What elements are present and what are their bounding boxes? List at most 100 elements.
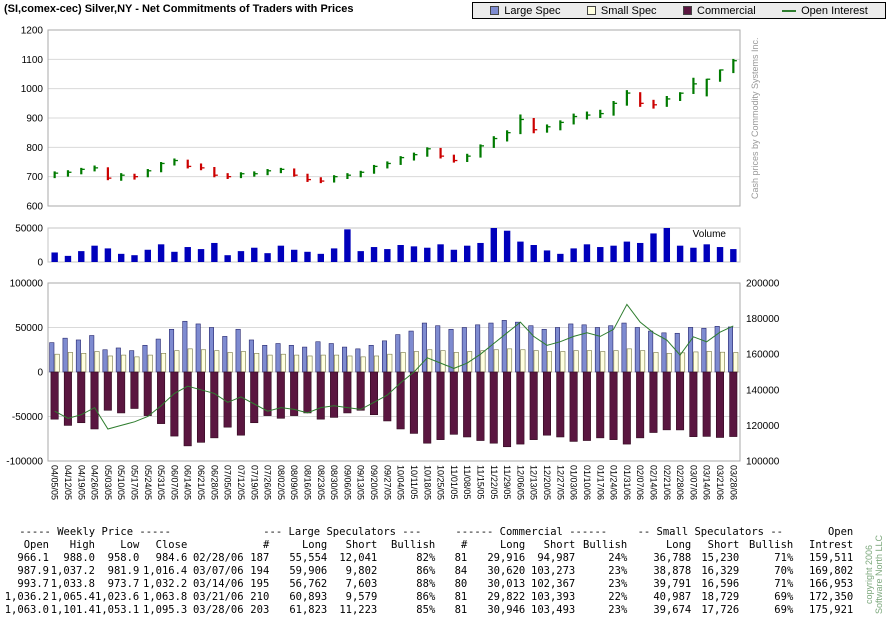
x-axis-date-label: 04/26/05 xyxy=(90,465,100,500)
volume-bar xyxy=(224,255,231,262)
small-spec-bar xyxy=(373,355,379,373)
large-spec-bar xyxy=(328,343,334,373)
x-axis-date-label: 03/21/06 xyxy=(715,465,725,500)
commercial-bar xyxy=(396,371,405,430)
large-spec-bar xyxy=(182,320,188,373)
volume-bar xyxy=(144,249,152,262)
x-axis-date-label: 05/10/05 xyxy=(116,465,126,500)
volume-bar xyxy=(703,244,710,262)
small-spec-bar xyxy=(719,351,725,373)
x-axis-date-label: 06/21/05 xyxy=(196,465,206,500)
small-spec-bar xyxy=(267,354,273,373)
commercial-bar xyxy=(130,371,139,409)
small-spec-bar xyxy=(174,350,180,373)
table-cell: 1,095.3 xyxy=(143,604,188,616)
x-axis-date-label: 09/06/05 xyxy=(342,465,352,500)
volume-bar xyxy=(463,245,471,262)
table-cell: 03/21/06 xyxy=(192,591,244,603)
volume-bar xyxy=(424,247,431,262)
table-cell: 7,603 xyxy=(345,578,378,590)
x-axis-date-label: 08/23/05 xyxy=(316,465,326,500)
cot-left-ytick-label: 50000 xyxy=(15,323,43,334)
small-spec-bar xyxy=(200,349,206,373)
commercial-bar xyxy=(77,371,86,424)
commercial-bar xyxy=(476,371,485,441)
price-ytick-label: 1100 xyxy=(21,55,43,66)
table-cell: 24% xyxy=(608,552,628,564)
volume-bar xyxy=(730,249,737,262)
commercial-bar xyxy=(729,371,738,437)
table-cell: 59,906 xyxy=(289,565,328,577)
table-cell: 70% xyxy=(774,565,794,577)
small-spec-bar xyxy=(294,354,300,373)
large-spec-bar xyxy=(608,325,614,373)
x-axis-date-label: 01/17/06 xyxy=(595,465,605,500)
small-spec-bar xyxy=(387,353,393,373)
table-col-header: Short xyxy=(543,539,576,551)
volume-bar xyxy=(104,248,112,262)
table-row: 993.7 1,033.8 973.7 1,032.2 03/14/06 195 56,76… xyxy=(3,578,853,591)
table-cell: 30,013 xyxy=(487,578,526,590)
commercial-bar xyxy=(63,371,72,426)
commercial-bar xyxy=(117,371,126,414)
small-spec-bar xyxy=(280,353,286,373)
volume-bar xyxy=(570,248,577,262)
table-cell: 993.7 xyxy=(17,578,49,590)
large-spec-bar xyxy=(501,320,507,373)
table-group-header: ------ Commercial ------ xyxy=(455,526,608,538)
large-spec-bar xyxy=(381,340,387,373)
table-cell: 86% xyxy=(416,591,436,603)
volume-bar xyxy=(171,251,178,262)
commercial-bar xyxy=(436,371,445,440)
large-spec-bar xyxy=(368,344,374,373)
table-cell: 1,023.6 xyxy=(95,591,140,603)
small-spec-bar xyxy=(147,354,153,373)
volume-bar xyxy=(410,246,418,262)
x-axis-date-label: 02/14/06 xyxy=(649,465,659,500)
large-spec-bar xyxy=(727,326,733,373)
x-axis-date-label: 03/14/06 xyxy=(702,465,712,500)
table-cell: 36,788 xyxy=(653,552,692,564)
table-cell: 187 xyxy=(250,552,270,564)
large-spec-bar xyxy=(129,350,135,373)
table-row: 1,063.0 1,101.4 1,053.1 1,095.3 03/28/06 203 6… xyxy=(3,604,854,617)
table-cell: 69% xyxy=(774,604,794,616)
small-spec-bar xyxy=(121,354,127,373)
commercial-bar xyxy=(236,371,245,436)
table-cell: 82% xyxy=(416,552,436,564)
large-spec-bar xyxy=(222,336,228,373)
table-col-header: Long xyxy=(665,539,692,551)
x-axis-date-label: 08/02/05 xyxy=(276,465,286,500)
x-axis-date-label: 05/17/05 xyxy=(130,465,140,500)
x-axis-date-label: 04/12/05 xyxy=(63,465,73,500)
volume-label: Volume xyxy=(693,229,727,240)
table-cell: 56,762 xyxy=(289,578,328,590)
legend-item-commercial: Commercial xyxy=(683,5,756,17)
volume-bar xyxy=(237,251,245,262)
volume-plot-border xyxy=(47,227,741,263)
copyright-line-2: Software North LLC xyxy=(874,534,884,614)
legend-label: Open Interest xyxy=(801,4,868,17)
x-axis-date-label: 07/26/05 xyxy=(263,465,273,500)
large-spec-bar xyxy=(408,330,414,373)
table-cell: 29,916 xyxy=(487,552,526,564)
x-axis-date-label: 10/11/05 xyxy=(409,465,419,499)
commercial-bar xyxy=(250,371,259,424)
commercial-bar xyxy=(263,371,272,416)
commercial-bar xyxy=(369,371,378,416)
x-axis-date-label: 11/08/05 xyxy=(462,465,472,499)
commercial-bar xyxy=(596,371,605,439)
open-interest-marker-icon xyxy=(782,9,797,12)
price-ytick-label: 600 xyxy=(26,202,43,213)
small-spec-bar xyxy=(507,348,513,373)
commercial-bar xyxy=(609,371,618,440)
small-spec-bar xyxy=(586,350,592,373)
commercial-bar xyxy=(715,371,724,438)
table-cell: 03/14/06 xyxy=(192,578,244,590)
table-col-header: Long xyxy=(301,539,328,551)
table-cell: 16,596 xyxy=(701,578,740,590)
volume-bar xyxy=(477,242,484,262)
cot-right-ytick-label: 200000 xyxy=(746,279,780,290)
large-spec-bar xyxy=(208,327,214,373)
